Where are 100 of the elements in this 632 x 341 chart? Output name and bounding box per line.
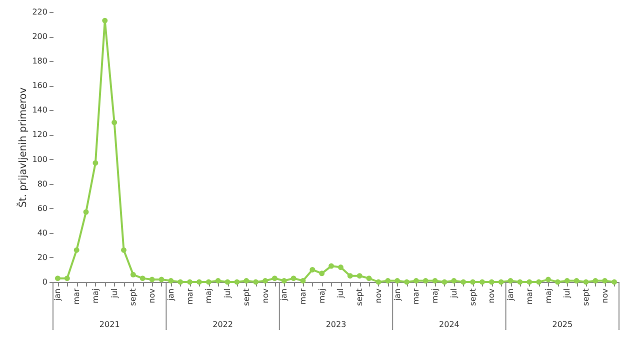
point: [442, 279, 448, 285]
point: [272, 276, 278, 282]
x-tick-label: mar: [412, 288, 421, 304]
point: [328, 263, 334, 269]
x-tick-label: nov: [487, 288, 496, 304]
point: [158, 276, 164, 282]
point: [121, 247, 126, 253]
point: [347, 273, 353, 279]
point: [262, 278, 268, 284]
x-tick-label: maj: [90, 288, 100, 304]
point: [319, 270, 325, 276]
x-tick-label: sept: [581, 288, 590, 306]
point: [300, 278, 306, 284]
x-tick-label: sept: [242, 288, 251, 306]
point: [488, 279, 494, 285]
x-tick-label: jan: [166, 288, 176, 302]
point: [356, 273, 362, 279]
point: [178, 279, 184, 285]
x-tick-label: jul: [562, 288, 572, 300]
y-tick-label: 60: [37, 204, 48, 213]
point: [470, 279, 476, 285]
x-tick-label: jul: [110, 288, 119, 300]
x-tick-label: mar: [185, 288, 194, 304]
point: [140, 276, 146, 282]
x-tick-label: nov: [374, 288, 383, 304]
point: [517, 279, 523, 285]
point: [526, 279, 532, 285]
y-tick-label: 40: [37, 228, 48, 238]
y-tick-label: 160: [32, 81, 48, 90]
point: [479, 279, 485, 285]
point: [187, 279, 193, 285]
point: [546, 276, 551, 282]
point: [149, 276, 155, 282]
point: [83, 209, 89, 215]
y-tick-label: 20: [37, 252, 48, 262]
x-tick-label: sept: [468, 288, 478, 306]
point: [206, 279, 212, 285]
x-tick-label: jan: [392, 288, 402, 302]
point: [385, 278, 391, 284]
y-tick-label: 80: [37, 179, 48, 188]
text: 2023: [326, 320, 346, 329]
x-tick-label: maj: [430, 288, 440, 304]
y-axis-title: Št. prijavljenih primerov: [16, 87, 30, 208]
y-tick-label: 0: [42, 278, 48, 286]
x-tick-label: nov: [260, 288, 270, 304]
x-tick-label: jan: [280, 288, 289, 302]
x-tick-label: jan: [53, 288, 62, 302]
y-tick-label: 220: [32, 8, 48, 16]
point: [168, 278, 174, 284]
point: [536, 279, 542, 285]
y-tick-label: 100: [32, 154, 48, 164]
point: [404, 279, 410, 285]
point: [215, 278, 221, 284]
point: [432, 278, 438, 284]
point: [583, 279, 589, 285]
x-tick-label: jan: [506, 288, 516, 302]
point: [338, 264, 344, 270]
x-tick-label: mar: [72, 288, 82, 304]
point: [451, 278, 457, 284]
point: [112, 120, 118, 126]
point: [224, 279, 230, 285]
point: [498, 279, 504, 285]
point: [508, 278, 514, 284]
point: [130, 272, 136, 278]
point: [376, 279, 382, 285]
point: [310, 266, 316, 272]
point: [413, 278, 419, 284]
x-tick-label: jul: [336, 288, 346, 300]
point: [234, 279, 240, 285]
point: [54, 276, 60, 282]
x-tick-label: mar: [298, 288, 308, 304]
point: [281, 278, 287, 284]
point: [574, 278, 580, 284]
point: [460, 279, 466, 285]
x-tick-label: maj: [544, 288, 553, 304]
point: [564, 278, 570, 284]
point: [394, 278, 400, 284]
text: 2025: [552, 320, 573, 329]
text: 2024: [439, 320, 460, 329]
y-tick-label: 180: [32, 56, 48, 66]
text: 2021: [99, 320, 120, 329]
point: [196, 279, 202, 285]
point: [602, 278, 608, 284]
x-tick-label: nov: [600, 288, 610, 304]
point: [612, 279, 618, 285]
point: [366, 276, 372, 282]
point: [290, 276, 296, 282]
x-tick-label: jul: [223, 288, 232, 300]
point: [592, 278, 598, 284]
point: [92, 160, 98, 166]
point: [74, 247, 80, 253]
text: 2022: [212, 320, 233, 329]
y-tick-label: 120: [32, 130, 48, 140]
point: [422, 278, 428, 284]
point: [253, 279, 259, 285]
point: [64, 276, 70, 282]
y-tick-label: 140: [32, 106, 48, 115]
x-tick-label: nov: [148, 288, 157, 304]
x-tick-label: mar: [524, 288, 534, 304]
point: [102, 18, 108, 24]
